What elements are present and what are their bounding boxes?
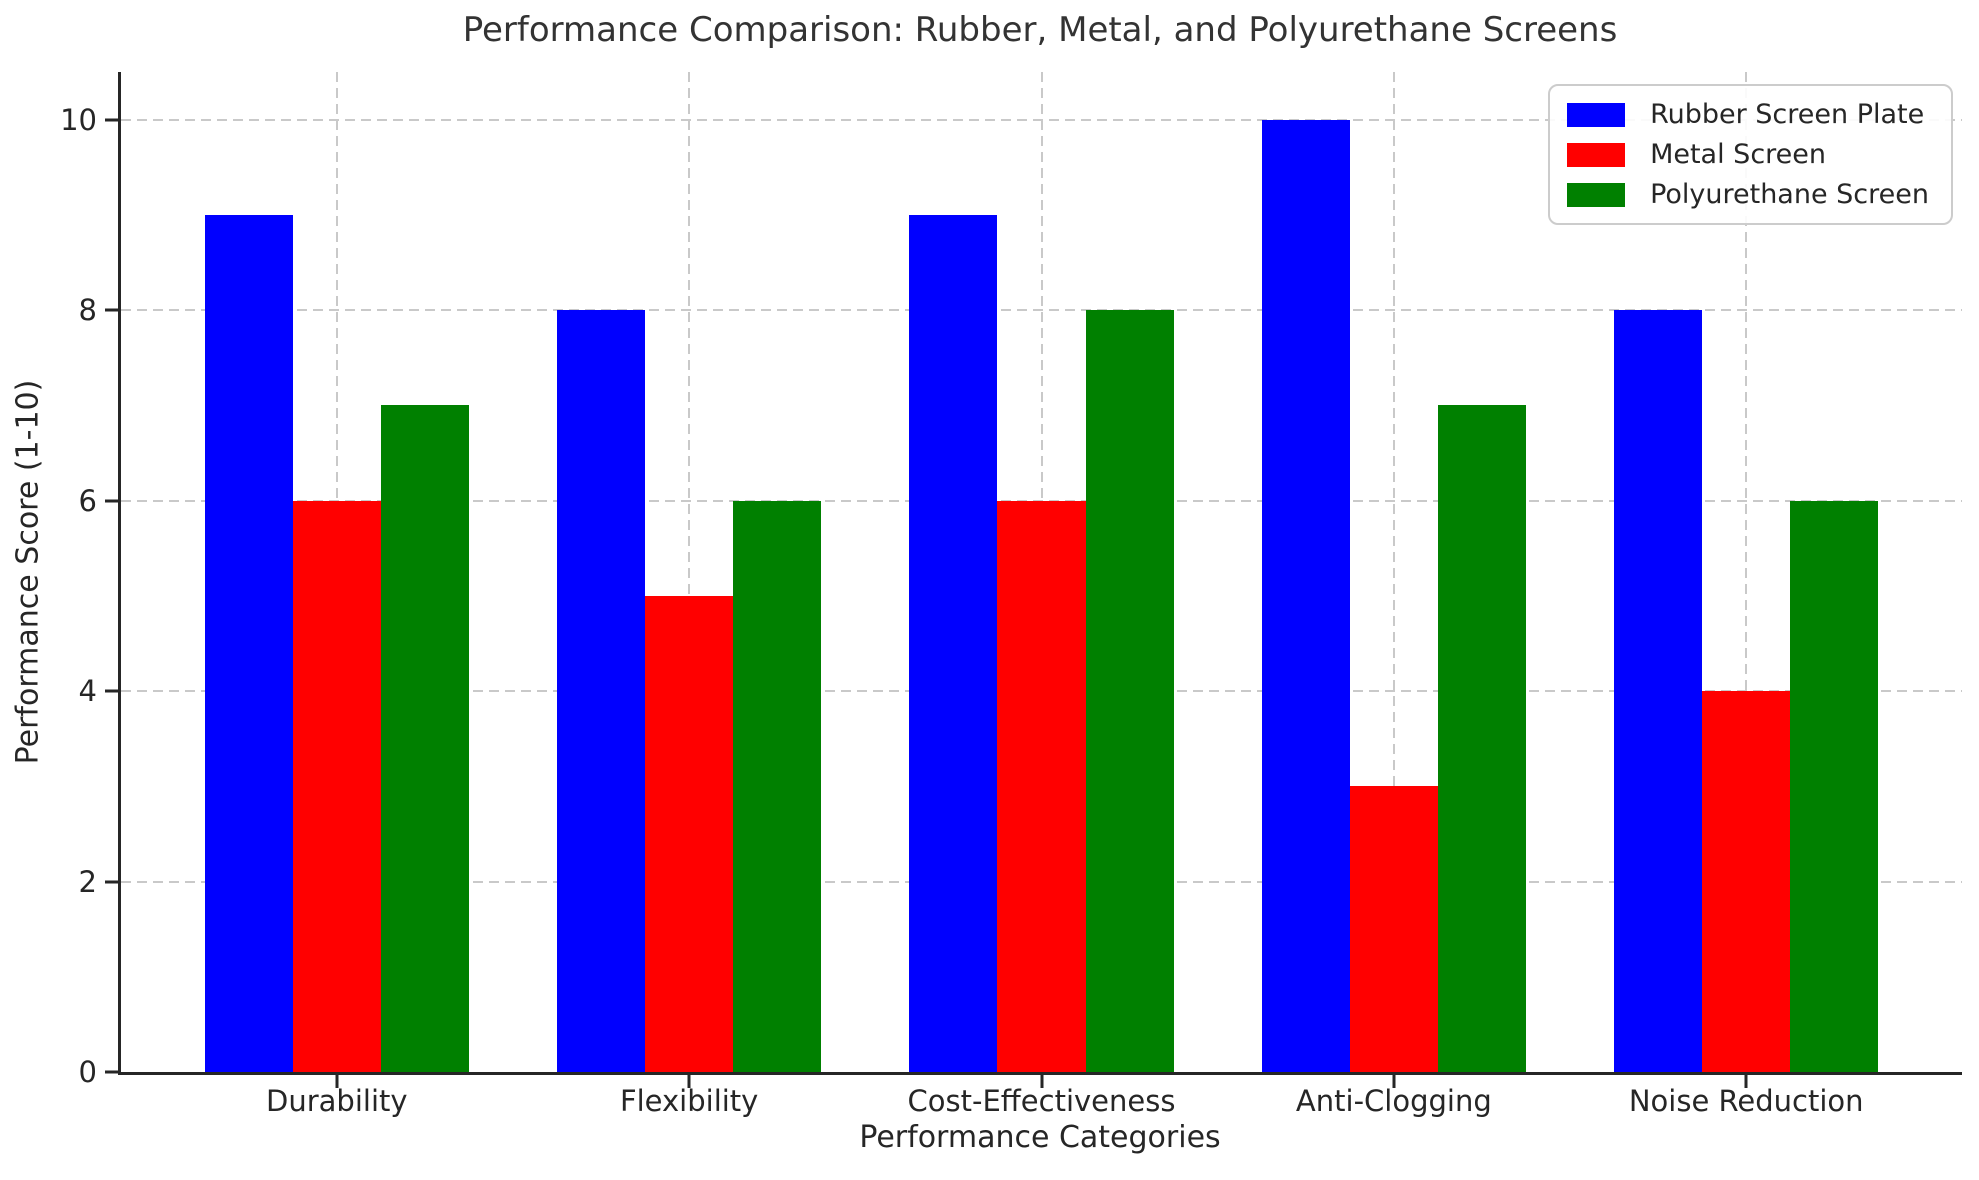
legend-label-rubber-screen-plate: Rubber Screen Plate bbox=[1650, 99, 1925, 130]
y-tick-6 bbox=[105, 499, 118, 503]
gridline-vertical-flexibility bbox=[688, 72, 691, 1072]
bar-metal-screen-noise-reduction bbox=[1702, 691, 1791, 1072]
legend-row-rubber-screen-plate: Rubber Screen Plate bbox=[1567, 99, 1929, 130]
bar-polyurethane-screen-flexibility bbox=[733, 500, 822, 1072]
legend-swatch-metal-screen bbox=[1567, 142, 1626, 167]
y-axis-label: Performance Score (1-10) bbox=[10, 379, 46, 765]
bar-rubber-screen-plate-durability bbox=[204, 214, 293, 1072]
gridline-vertical-anti-clogging bbox=[1392, 72, 1395, 1072]
legend-label-polyurethane-screen: Polyurethane Screen bbox=[1650, 179, 1929, 210]
legend-label-metal-screen: Metal Screen bbox=[1650, 139, 1827, 170]
bar-rubber-screen-plate-cost-effectiveness bbox=[909, 214, 998, 1072]
plot-area: 0 2 4 6 8 10 Durability Flexibility Cost-Effecti… bbox=[60, 72, 1962, 1118]
bar-polyurethane-screen-noise-reduction bbox=[1790, 500, 1879, 1072]
x-axis-label: Performance Categories bbox=[859, 1120, 1221, 1155]
bar-rubber-screen-plate-noise-reduction bbox=[1614, 310, 1703, 1072]
y-tick-label-2: 2 bbox=[78, 864, 97, 899]
bar-rubber-screen-plate-anti-clogging bbox=[1261, 119, 1350, 1072]
x-tick-label-anti-clogging: Anti-Clogging bbox=[1295, 1084, 1492, 1118]
y-tick-label-4: 4 bbox=[78, 674, 97, 709]
bar-polyurethane-screen-durability bbox=[380, 405, 469, 1072]
gridline-vertical-noise-reduction bbox=[1745, 72, 1748, 1072]
y-tick-label-6: 6 bbox=[78, 483, 97, 518]
bar-polyurethane-screen-anti-clogging bbox=[1437, 405, 1526, 1072]
y-tick-0 bbox=[105, 1070, 118, 1074]
bar-metal-screen-durability bbox=[292, 500, 381, 1072]
x-tick-label-cost-effectiveness: Cost-Effectiveness bbox=[907, 1084, 1176, 1118]
y-tick-label-10: 10 bbox=[60, 102, 97, 137]
bar-metal-screen-cost-effectiveness bbox=[997, 500, 1086, 1072]
chart-title: Performance Comparison: Rubber, Metal, a… bbox=[462, 10, 1618, 50]
legend-row-polyurethane-screen: Polyurethane Screen bbox=[1567, 179, 1929, 210]
bar-polyurethane-screen-cost-effectiveness bbox=[1085, 310, 1174, 1072]
x-tick-cost-effectiveness bbox=[1040, 1075, 1043, 1088]
bar-metal-screen-anti-clogging bbox=[1349, 786, 1438, 1072]
x-tick-durability bbox=[335, 1075, 339, 1088]
bar-rubber-screen-plate-flexibility bbox=[557, 310, 646, 1072]
legend-swatch-polyurethane-screen bbox=[1567, 182, 1626, 207]
y-tick-label-0: 0 bbox=[78, 1055, 97, 1089]
y-tick-2 bbox=[105, 880, 118, 884]
legend-swatch-rubber-screen-plate bbox=[1567, 102, 1626, 127]
y-tick-label-8: 8 bbox=[78, 293, 97, 328]
y-tick-8 bbox=[105, 308, 118, 312]
x-tick-flexibility bbox=[687, 1075, 691, 1088]
x-tick-anti-clogging bbox=[1392, 1075, 1396, 1088]
bar-metal-screen-flexibility bbox=[645, 595, 734, 1072]
x-tick-label-noise-reduction: Noise Reduction bbox=[1628, 1084, 1864, 1118]
x-tick-label-flexibility: Flexibility bbox=[619, 1084, 759, 1118]
y-tick-10 bbox=[105, 118, 118, 122]
legend: Rubber Screen Plate Metal Screen Polyureth… bbox=[1548, 84, 1953, 225]
x-tick-label-durability: Durability bbox=[266, 1084, 408, 1118]
x-tick-noise-reduction bbox=[1744, 1075, 1748, 1088]
y-tick-4 bbox=[105, 689, 118, 693]
legend-row-metal-screen: Metal Screen bbox=[1567, 139, 1929, 170]
